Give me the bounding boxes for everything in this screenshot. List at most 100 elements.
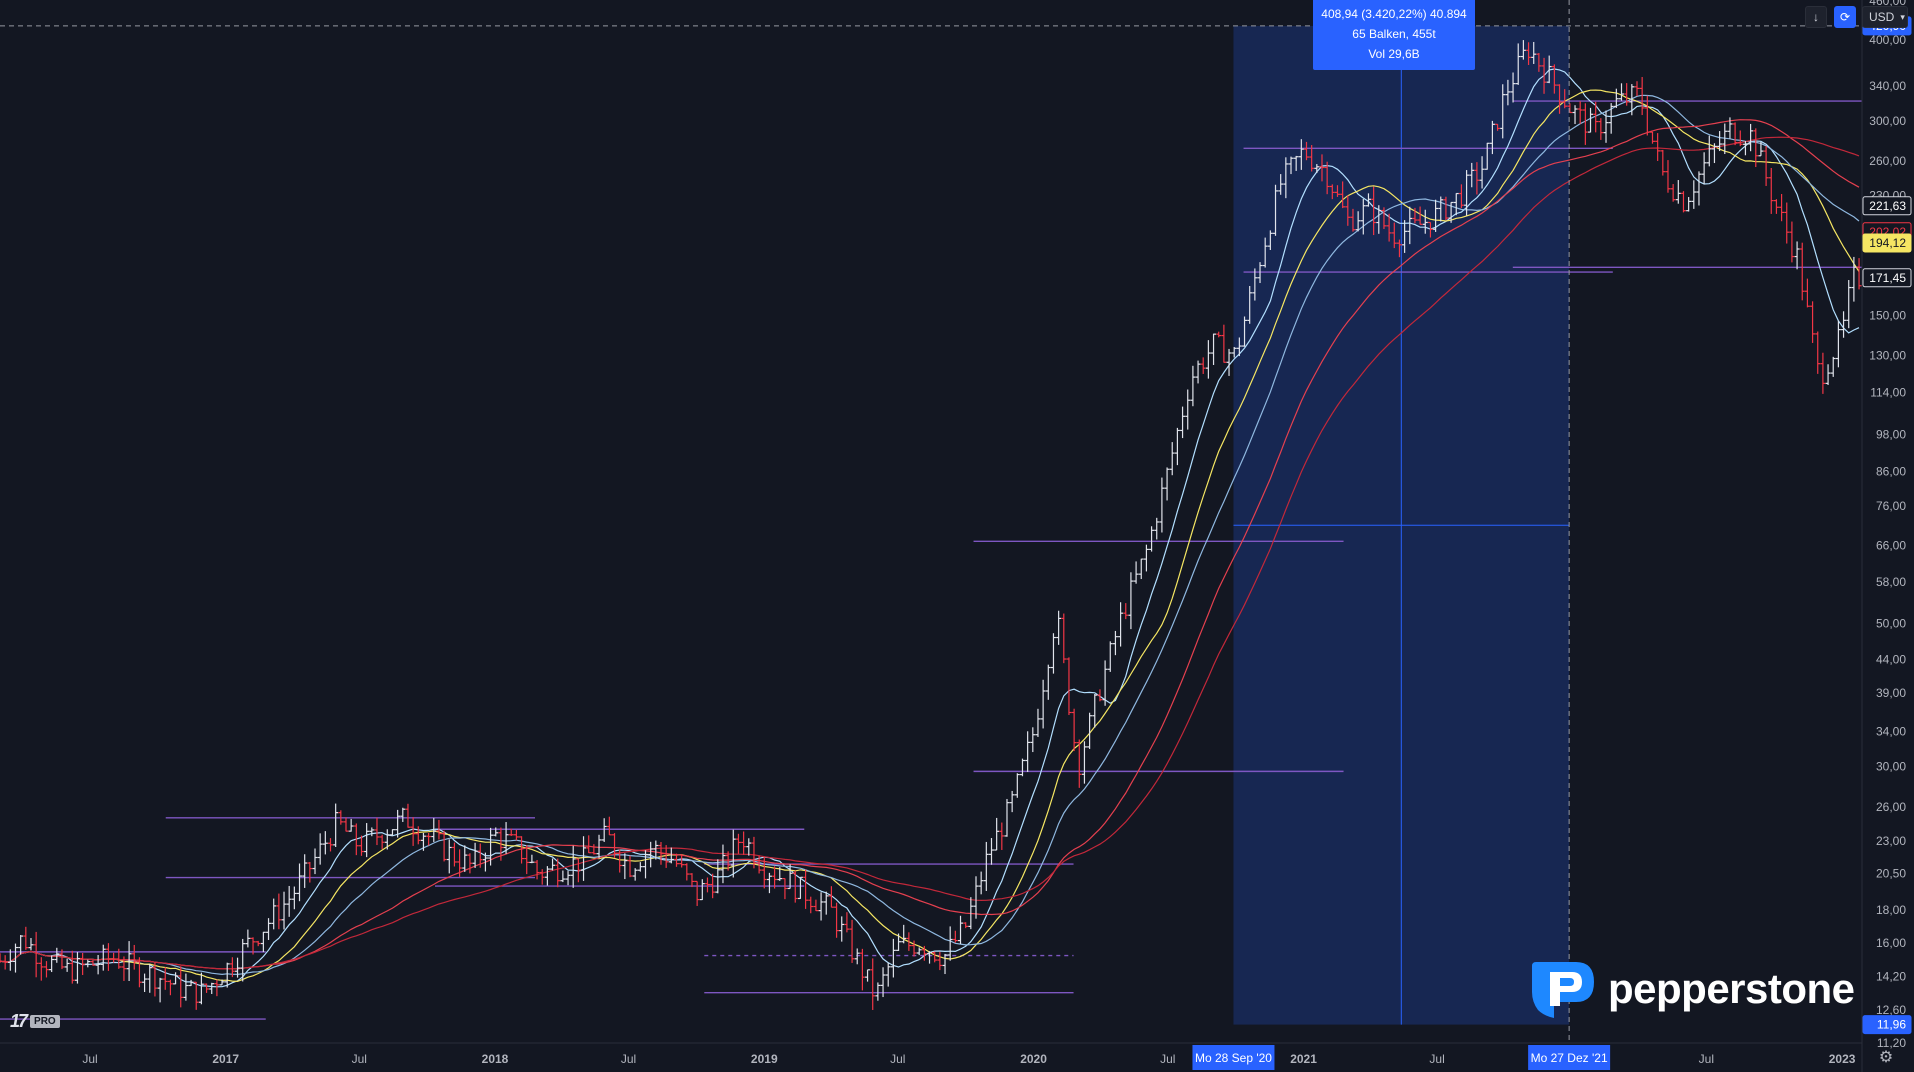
ohlc-bar [1799, 242, 1805, 301]
ohlc-bar [1102, 660, 1108, 706]
ohlc-bar [782, 877, 788, 900]
price-tag-label: 11,96 [1877, 1018, 1906, 1032]
ohlc-bar [1004, 798, 1010, 837]
ohlc-bar [405, 803, 411, 828]
ohlc-bar [266, 918, 272, 940]
price-tick-label: 34,00 [1876, 725, 1906, 739]
ohlc-bar [286, 885, 292, 917]
ohlc-bar [1815, 331, 1821, 374]
ohlc-bar [942, 953, 948, 975]
ohlc-bar [198, 972, 204, 1005]
ohlc-bar [885, 962, 891, 987]
ohlc-bar [818, 892, 824, 921]
ohlc-bar [937, 951, 943, 971]
ohlc-bar [131, 944, 137, 970]
ohlc-bar [560, 870, 566, 883]
ohlc-bar [0, 953, 3, 963]
ohlc-bar [178, 966, 184, 1008]
ohlc-bar [420, 832, 426, 851]
ohlc-bar [1536, 52, 1542, 72]
ohlc-bar [1846, 280, 1852, 329]
ohlc-bar [90, 960, 96, 966]
ohlc-bar [291, 886, 297, 910]
ohlc-bar [1097, 689, 1103, 702]
price-tag-box [1862, 233, 1912, 253]
ohlc-bar [1629, 84, 1635, 116]
price-axis-background [1862, 0, 1914, 1072]
ohlc-bar [725, 851, 731, 871]
price-tick-label: 76,00 [1876, 499, 1906, 513]
ohlc-bar [704, 877, 710, 893]
time-axis[interactable]: Jul 2017 Jul 2018 Jul 2019 Jul 2020 Jul 2021 Jul Ju… [0, 1042, 1862, 1070]
ohlc-bar [85, 959, 91, 968]
moving-average-line [0, 89, 1860, 983]
ohlc-bar [772, 866, 778, 889]
ohlc-bar [1794, 241, 1800, 270]
ohlc-bar [1030, 727, 1036, 753]
gear-icon[interactable]: ⚙ [1878, 1049, 1894, 1066]
ohlc-bar [1619, 83, 1625, 101]
ohlc-bar [1293, 155, 1299, 171]
price-tag-label: 194,12 [1869, 236, 1906, 250]
ohlc-bar [1691, 180, 1697, 209]
ohlc-bar [446, 839, 452, 874]
ohlc-bar [1773, 199, 1779, 214]
ohlc-bar [1438, 196, 1444, 222]
ohlc-bar [1624, 83, 1630, 106]
ohlc-bar [715, 859, 721, 894]
download-button[interactable]: ↓ [1805, 6, 1827, 28]
ohlc-bar [467, 853, 473, 874]
price-axis[interactable]: 11,20 12,60 14,20 16,00 18,00 20,50 23,00 26,00… [1861, 0, 1914, 1072]
ohlc-bar [307, 861, 313, 883]
ohlc-bar [224, 962, 230, 988]
ohlc-bar [1061, 613, 1067, 664]
currency-select[interactable]: USD ▾ [1862, 6, 1908, 28]
ohlc-bar [1174, 427, 1180, 466]
ohlc-bar [1582, 103, 1588, 145]
price-tag-label: 221,63 [1869, 199, 1906, 213]
ohlc-bar [839, 916, 845, 942]
ohlc-bar [834, 902, 840, 938]
ohlc-bar [1753, 128, 1759, 168]
price-tick-label: 14,20 [1876, 969, 1906, 983]
ohlc-bar [1717, 131, 1723, 152]
sync-button[interactable]: ⟳ [1834, 6, 1856, 28]
crosshair [0, 0, 1862, 1043]
price-tick-label: 130,00 [1869, 348, 1906, 362]
ohlc-bar [632, 868, 638, 881]
ohlc-bar [1242, 316, 1248, 347]
ohlc-bar [157, 977, 163, 1003]
price-tick-label: 58,00 [1876, 575, 1906, 589]
ohlc-bar [1040, 679, 1046, 729]
price-tick-label: 114,00 [1870, 385, 1906, 399]
ohlc-bar [1825, 364, 1831, 385]
ohlc-bar [627, 855, 633, 878]
ohlc-bar [1278, 174, 1284, 195]
ohlc-bar [1567, 103, 1573, 114]
price-tick-label: 300,00 [1869, 114, 1906, 128]
ohlc-bar [539, 869, 545, 885]
tradingview-logo[interactable]: 17 PRO [10, 1011, 60, 1031]
measure-volume: Vol 29,6B [1368, 47, 1420, 61]
ohlc-bar [932, 951, 938, 963]
ohlc-bar [586, 835, 592, 854]
price-tick-label: 460,00 [1869, 0, 1906, 8]
ohlc-bar [1211, 333, 1217, 365]
ohlc-bar [710, 873, 716, 899]
ohlc-bar [643, 850, 649, 879]
ohlc-bar [896, 933, 902, 951]
ohlc-bar [1128, 572, 1134, 630]
ohlc-bar [49, 955, 55, 973]
ohlc-bar [1551, 64, 1557, 94]
ohlc-bar [921, 945, 927, 961]
ohlc-bar [1123, 603, 1129, 620]
ohlc-bar [555, 858, 561, 888]
ohlc-bar [193, 981, 199, 1010]
ohlc-bar [1035, 708, 1041, 737]
ohlc-bar [472, 842, 478, 868]
ohlc-bar [1634, 81, 1640, 97]
ohlc-bar [1298, 139, 1304, 170]
ohlc-bar [1273, 184, 1279, 236]
ohlc-bar [679, 854, 685, 868]
